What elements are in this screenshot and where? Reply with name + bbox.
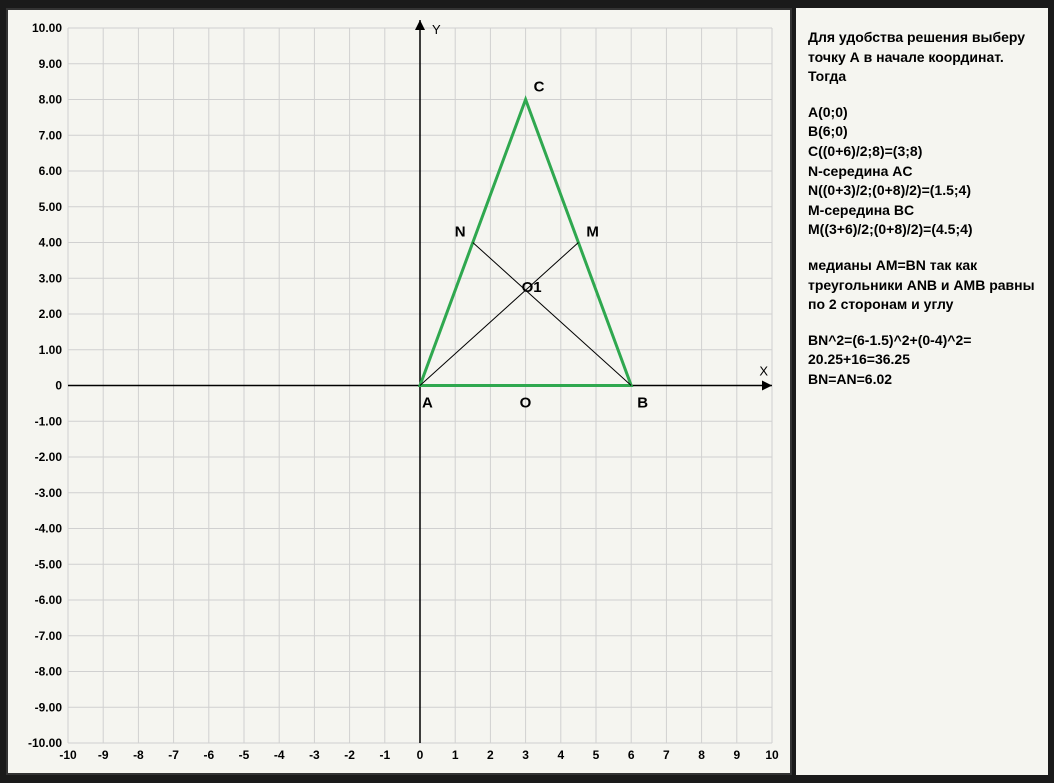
- y-tick-label: -2.00: [35, 450, 63, 464]
- mid-N-desc: N-середина AC: [808, 163, 913, 179]
- x-tick-label: -9: [98, 748, 109, 762]
- label-c: C: [534, 79, 545, 96]
- label-n: N: [455, 224, 466, 241]
- y-tick-label: -8.00: [35, 665, 63, 679]
- y-axis-arrow: [415, 20, 425, 30]
- x-tick-label: 1: [452, 748, 459, 762]
- explanation-panel: Для удобства решения выберу точку А в на…: [796, 8, 1048, 775]
- calc-line3: BN=AN=6.02: [808, 371, 892, 387]
- calc-line1: BN^2=(6-1.5)^2+(0-4)^2=: [808, 332, 971, 348]
- explain-p1: Для удобства решения выберу точку А в на…: [808, 28, 1036, 87]
- x-tick-label: -4: [274, 748, 285, 762]
- y-tick-label: 8.00: [39, 93, 63, 107]
- coord-A: A(0;0): [808, 104, 848, 120]
- explain-p2: A(0;0) B(6;0) C((0+6)/2;8)=(3;8) N-серед…: [808, 103, 1036, 240]
- x-tick-label: 5: [593, 748, 600, 762]
- x-tick-label: -8: [133, 748, 144, 762]
- x-tick-label: 3: [522, 748, 529, 762]
- y-tick-label: -6.00: [35, 593, 63, 607]
- x-tick-label: 9: [733, 748, 740, 762]
- x-tick-label: 2: [487, 748, 494, 762]
- explain-p4: BN^2=(6-1.5)^2+(0-4)^2= 20.25+16=36.25 B…: [808, 331, 1036, 390]
- x-tick-label: -6: [203, 748, 214, 762]
- chart-panel: 10.00 9.00 8.00 7.00 6.00 5.00 4.00 3.00 2.00 1.0…: [6, 8, 792, 775]
- y-axis-label: Y: [432, 22, 441, 37]
- y-tick-label: 10.00: [32, 21, 62, 35]
- y-tick-label: 6.00: [39, 164, 63, 178]
- x-tick-label: -2: [344, 748, 355, 762]
- x-tick-label: -10: [59, 748, 77, 762]
- y-tick-label: 1.00: [39, 343, 63, 357]
- x-axis-arrow: [762, 381, 772, 391]
- label-o1: O1: [522, 279, 542, 296]
- x-axis-label: X: [759, 364, 768, 379]
- y-tick-label: -1.00: [35, 414, 63, 428]
- x-tick-label: 0: [417, 748, 424, 762]
- x-tick-label: -3: [309, 748, 320, 762]
- coord-B: B(6;0): [808, 123, 848, 139]
- x-tick-label: 6: [628, 748, 635, 762]
- y-tick-label: 3.00: [39, 271, 63, 285]
- coordinate-chart: 10.00 9.00 8.00 7.00 6.00 5.00 4.00 3.00 2.00 1.0…: [8, 10, 790, 773]
- outer-frame: 10.00 9.00 8.00 7.00 6.00 5.00 4.00 3.00 2.00 1.0…: [0, 0, 1054, 783]
- label-b: B: [637, 395, 648, 412]
- calc-line2: 20.25+16=36.25: [808, 351, 910, 367]
- coord-N: N((0+3)/2;(0+8)/2)=(1.5;4): [808, 182, 971, 198]
- y-tick-label: 5.00: [39, 200, 63, 214]
- x-tick-label: -1: [379, 748, 390, 762]
- x-tick-label: 7: [663, 748, 670, 762]
- y-tick-label: 9.00: [39, 57, 63, 71]
- mid-M-desc: M-середина BC: [808, 202, 914, 218]
- label-m: M: [586, 224, 599, 241]
- y-tick-label: 0: [55, 379, 62, 393]
- x-tick-label: -7: [168, 748, 179, 762]
- label-a: A: [422, 395, 433, 412]
- y-tick-label: -7.00: [35, 629, 63, 643]
- y-tick-label: 2.00: [39, 307, 63, 321]
- explain-p3: медианы AM=BN так как треугольники ANB и…: [808, 256, 1036, 315]
- y-tick-label: -10.00: [28, 736, 62, 750]
- x-tick-label: 10: [765, 748, 779, 762]
- y-tick-label: -5.00: [35, 557, 63, 571]
- x-tick-label: 8: [698, 748, 705, 762]
- y-tick-label: -9.00: [35, 700, 63, 714]
- x-tick-label: -5: [239, 748, 250, 762]
- y-tick-label: -4.00: [35, 522, 63, 536]
- coord-M: M((3+6)/2;(0+8)/2)=(4.5;4): [808, 221, 973, 237]
- y-tick-label: 7.00: [39, 128, 63, 142]
- label-o: O: [520, 395, 532, 412]
- x-tick-label: 4: [557, 748, 564, 762]
- coord-C: C((0+6)/2;8)=(3;8): [808, 143, 922, 159]
- y-tick-label: -3.00: [35, 486, 63, 500]
- y-tick-label: 4.00: [39, 236, 63, 250]
